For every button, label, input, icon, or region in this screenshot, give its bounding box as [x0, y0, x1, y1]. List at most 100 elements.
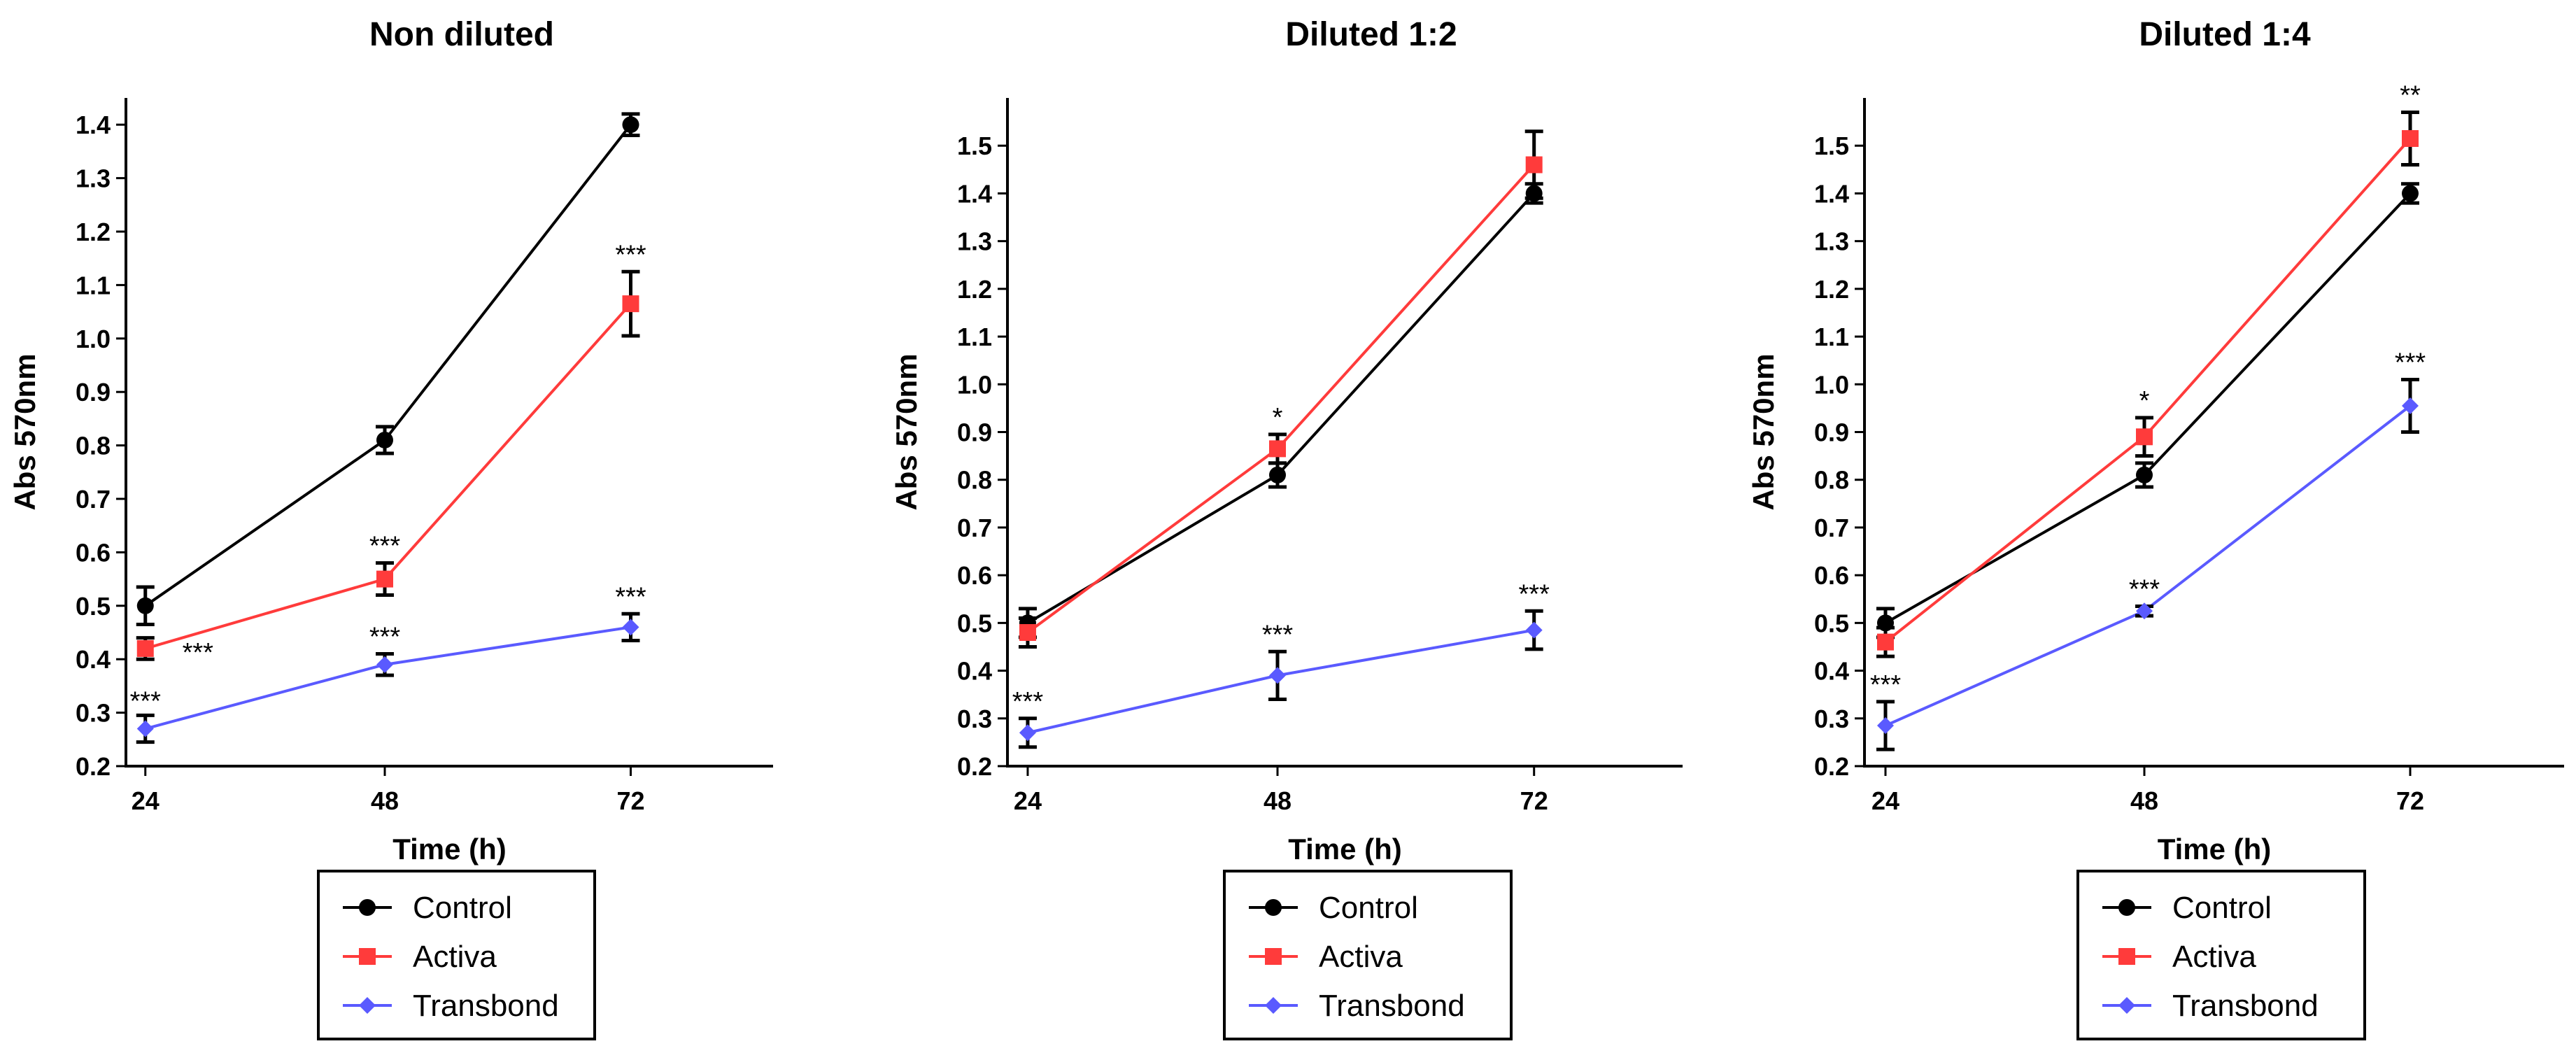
legend-marker [359, 997, 376, 1014]
x-tick-label: 72 [1520, 786, 1548, 815]
data-point [2136, 466, 2153, 483]
series-transbond: *** *** *** [1870, 348, 2426, 751]
y-tick-label: 0.8 [1814, 466, 1849, 495]
significance-label: * [2139, 386, 2150, 416]
significance-label: *** [1262, 620, 1294, 649]
series-activa: * [1018, 129, 1543, 649]
data-point [622, 295, 639, 313]
data-point [622, 116, 639, 134]
data-point [136, 597, 154, 614]
legend: Control Activa Transbond [2076, 870, 2366, 1040]
data-point [622, 619, 639, 636]
y-tick-label: 0.4 [957, 657, 992, 686]
legend-label: Activa [2172, 940, 2256, 974]
y-tick-label: 0.4 [1814, 657, 1849, 686]
data-point [1525, 621, 1543, 639]
y-tick-label: 0.2 [76, 752, 111, 781]
significance-label: *** [183, 638, 214, 667]
y-tick-label: 1.2 [957, 275, 992, 304]
y-tick-label: 1.4 [1814, 179, 1849, 208]
y-tick-label: 0.5 [76, 592, 111, 621]
data-point [136, 639, 154, 657]
x-axis-label: Time (h) [2158, 833, 2272, 865]
y-tick-label: 0.9 [76, 378, 111, 407]
chart-title: Diluted 1:4 [2139, 16, 2311, 53]
chart-panel-3: Diluted 1:4 0.2 0.3 0.4 0.5 0.6 0.7 0.8 0.9 1.0 1.… [1747, 16, 2564, 1040]
y-axis-label: Abs 570nm [8, 353, 41, 510]
x-axis-label: Time (h) [1288, 833, 1402, 865]
y-tick-label: 0.6 [957, 561, 992, 590]
y-tick-label: 1.2 [1814, 275, 1849, 304]
legend-marker [359, 948, 376, 965]
y-tick-label: 0.5 [957, 609, 992, 637]
legend: Control Activa Transbond [317, 870, 596, 1040]
y-axis-label: Abs 570nm [890, 353, 923, 510]
legend-marker [1265, 899, 1282, 916]
data-point [1019, 724, 1036, 742]
legend-label: Control [2172, 891, 2272, 925]
y-tick-label: 1.3 [1814, 227, 1849, 256]
y-tick-label: 1.1 [1814, 323, 1849, 351]
y-tick-label: 1.2 [76, 218, 111, 246]
series-line [1026, 164, 1536, 634]
series-transbond: *** *** *** [1012, 579, 1550, 749]
y-tick-label: 1.1 [76, 271, 111, 299]
chart-panel-2: Diluted 1:2 0.2 0.3 0.4 0.5 0.6 0.7 0.8 0.9 1.0 1.… [890, 16, 1683, 1040]
legend-label: Activa [413, 940, 497, 974]
series-transbond: *** *** *** [130, 582, 646, 744]
data-point [2136, 602, 2153, 620]
significance-label: *** [1012, 687, 1044, 716]
x-tick-label: 72 [2396, 786, 2424, 815]
x-tick-label: 24 [1014, 786, 1042, 815]
y-tick-label: 0.8 [76, 432, 111, 460]
y-tick-label: 0.2 [1814, 752, 1849, 781]
y-tick-label: 0.6 [76, 538, 111, 567]
significance-label: *** [615, 240, 646, 269]
data-point [1877, 633, 1894, 651]
data-point [136, 720, 154, 737]
legend-marker [359, 899, 376, 916]
data-point [1269, 466, 1286, 483]
significance-label: ** [2400, 80, 2421, 110]
y-tick-label: 0.3 [957, 705, 992, 733]
x-tick-label: 48 [2130, 786, 2158, 815]
legend-label: Transbond [413, 989, 559, 1023]
legend-marker [1265, 997, 1282, 1014]
y-tick-label: 1.4 [957, 179, 992, 208]
legend-label: Control [1319, 891, 1418, 925]
data-point [2402, 397, 2419, 414]
legend-marker [2118, 997, 2135, 1014]
y-tick-label: 1.5 [1814, 132, 1849, 160]
significance-label: *** [1519, 579, 1550, 609]
significance-label: *** [1870, 670, 1902, 700]
y-tick-label: 1.3 [957, 227, 992, 256]
data-point [376, 431, 393, 448]
y-tick-label: 1.1 [957, 323, 992, 351]
y-tick-label: 0.5 [1814, 609, 1849, 637]
y-tick-label: 0.8 [957, 466, 992, 495]
chart-title: Non diluted [369, 16, 554, 53]
chart-title: Diluted 1:2 [1285, 16, 1457, 53]
legend: Control Activa Transbond [1223, 870, 1513, 1040]
legend-marker [1265, 948, 1282, 965]
y-tick-label: 1.4 [76, 111, 111, 139]
chart-panel-1: Non diluted 0.2 0.3 0.4 0.5 0.6 0.7 0.8 0.9 1.0 1.… [8, 16, 773, 1040]
y-tick-label: 0.3 [76, 699, 111, 728]
data-point [1019, 624, 1036, 641]
y-tick-label: 1.3 [76, 164, 111, 193]
y-tick-label: 1.0 [957, 370, 992, 399]
y-tick-label: 0.7 [76, 485, 111, 514]
data-point [2402, 185, 2419, 202]
data-point [376, 656, 393, 673]
x-tick-label: 48 [371, 786, 399, 815]
legend-label: Transbond [1319, 989, 1465, 1023]
significance-label: *** [369, 623, 401, 652]
significance-label: * [1273, 403, 1283, 432]
data-point [1269, 667, 1286, 684]
data-point [1269, 440, 1286, 458]
y-tick-label: 0.7 [957, 514, 992, 542]
legend-label: Activa [1319, 940, 1403, 974]
legend-marker [2118, 948, 2135, 965]
data-point [376, 570, 393, 588]
